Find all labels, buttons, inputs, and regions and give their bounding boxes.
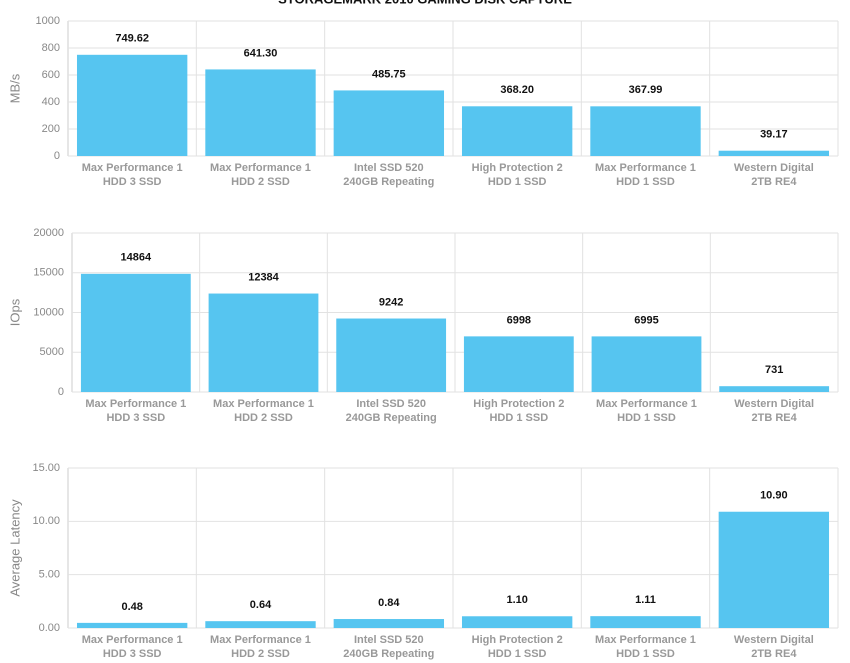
y-tick-label: 800	[42, 42, 60, 54]
bar	[333, 619, 445, 628]
data-label: 39.17	[760, 129, 788, 141]
x-tick-label: Max Performance 1	[82, 634, 183, 646]
data-label: 731	[765, 364, 783, 376]
y-tick-label: 5000	[40, 346, 64, 358]
x-tick-label: Intel SSD 520	[354, 162, 424, 174]
x-tick-label: Western Digital	[734, 398, 814, 410]
x-tick-label: Max Performance 1	[595, 162, 696, 174]
x-tick-label: 2TB RE4	[751, 176, 797, 188]
data-label: 368.20	[500, 84, 534, 96]
bar	[76, 622, 188, 628]
data-label: 9242	[379, 296, 403, 308]
x-tick-label: Max Performance 1	[210, 634, 311, 646]
data-label: 1.11	[635, 594, 656, 606]
x-tick-label: Max Performance 1	[210, 162, 311, 174]
x-tick-label: Max Performance 1	[85, 398, 186, 410]
bar	[461, 106, 573, 156]
x-tick-label: Western Digital	[734, 162, 814, 174]
data-label: 6998	[507, 314, 531, 326]
x-tick-label: HDD 3 SSD	[103, 648, 162, 660]
x-tick-label: Intel SSD 520	[356, 398, 426, 410]
data-label: 6995	[634, 314, 658, 326]
bar	[205, 69, 316, 156]
y-tick-label: 5.00	[39, 569, 60, 581]
y-axis-label: Average Latency	[7, 499, 22, 597]
bar	[461, 616, 573, 628]
x-tick-label: HDD 1 SSD	[488, 648, 547, 660]
x-tick-label: 240GB Repeating	[346, 412, 437, 424]
x-tick-label: Western Digital	[734, 634, 814, 646]
bar	[336, 318, 447, 392]
x-tick-label: HDD 1 SSD	[489, 412, 548, 424]
bar	[590, 616, 701, 628]
bar	[718, 150, 830, 156]
y-tick-label: 20000	[33, 227, 64, 239]
data-label: 12384	[248, 271, 279, 283]
bar	[205, 621, 316, 628]
data-label: 0.64	[250, 599, 272, 611]
x-tick-label: HDD 1 SSD	[617, 412, 676, 424]
y-tick-label: 0	[54, 150, 60, 162]
x-tick-label: 240GB Repeating	[343, 648, 434, 660]
y-tick-label: 400	[42, 96, 60, 108]
y-tick-label: 600	[42, 69, 60, 81]
y-axis-label: IOps	[7, 298, 22, 326]
bar	[719, 386, 830, 392]
x-tick-label: Intel SSD 520	[354, 634, 424, 646]
x-tick-label: HDD 3 SSD	[103, 176, 162, 188]
x-tick-label: HDD 1 SSD	[616, 648, 675, 660]
y-tick-label: 0.00	[39, 622, 60, 634]
data-label: 485.75	[372, 68, 406, 80]
x-tick-label: High Protection 2	[472, 634, 563, 646]
y-tick-label: 1000	[36, 15, 60, 27]
chart-title: STORAGEMARK 2010 GAMING DISK CAPTURE	[278, 0, 572, 6]
data-label: 0.48	[121, 601, 142, 613]
y-tick-label: 10.00	[32, 515, 60, 527]
data-label: 0.84	[378, 597, 400, 609]
y-tick-label: 10000	[33, 306, 64, 318]
data-label: 14864	[121, 252, 152, 264]
y-tick-label: 15.00	[32, 462, 60, 474]
data-label: 641.30	[244, 47, 278, 59]
x-tick-label: 2TB RE4	[751, 648, 797, 660]
bar	[463, 336, 574, 392]
x-tick-label: High Protection 2	[472, 162, 563, 174]
bar	[80, 273, 191, 392]
y-axis-label: MB/s	[7, 73, 22, 103]
x-tick-label: HDD 2 SSD	[234, 412, 293, 424]
x-tick-label: Max Performance 1	[82, 162, 183, 174]
x-tick-label: High Protection 2	[473, 398, 564, 410]
y-tick-label: 0	[58, 386, 64, 398]
bar	[208, 293, 319, 392]
x-tick-label: Max Performance 1	[596, 398, 697, 410]
data-label: 1.10	[506, 594, 527, 606]
bar	[333, 90, 445, 156]
data-label: 10.90	[760, 490, 788, 502]
x-tick-label: Max Performance 1	[595, 634, 696, 646]
x-tick-label: HDD 2 SSD	[231, 648, 290, 660]
x-tick-label: Max Performance 1	[213, 398, 314, 410]
bar	[718, 511, 830, 628]
x-tick-label: HDD 3 SSD	[106, 412, 165, 424]
x-tick-label: HDD 2 SSD	[231, 176, 290, 188]
bar	[591, 336, 702, 392]
data-label: 367.99	[629, 84, 663, 96]
bar	[590, 106, 701, 156]
bar	[76, 54, 188, 156]
x-tick-label: HDD 1 SSD	[488, 176, 547, 188]
x-tick-label: HDD 1 SSD	[616, 176, 675, 188]
y-tick-label: 15000	[33, 267, 64, 279]
x-tick-label: 240GB Repeating	[343, 176, 434, 188]
y-tick-label: 200	[42, 123, 60, 135]
x-tick-label: 2TB RE4	[752, 412, 798, 424]
data-label: 749.62	[115, 33, 149, 45]
